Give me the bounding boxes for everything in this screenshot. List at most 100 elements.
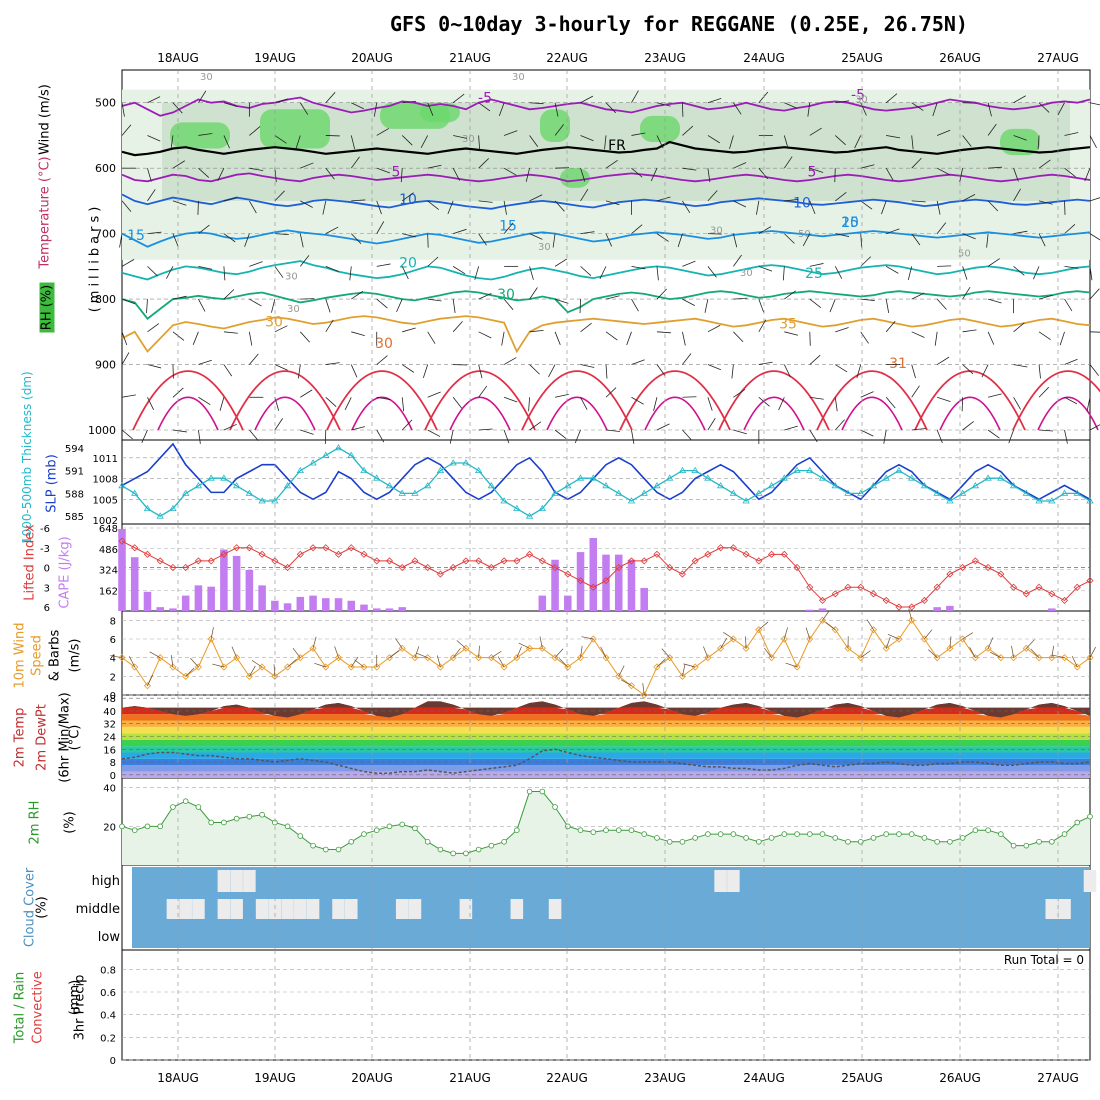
- wind-barb: [198, 224, 210, 234]
- wind-barb: [962, 329, 977, 333]
- rh-marker: [806, 831, 813, 837]
- wind-barb: [707, 98, 722, 104]
- wind-barb: [1038, 159, 1051, 169]
- thickness-marker: [1022, 489, 1031, 496]
- wind-barb: [299, 102, 309, 115]
- wind-barb: [351, 331, 365, 337]
- thickness-marker: [844, 489, 852, 496]
- wind-barb: [656, 331, 671, 334]
- wind-barb: [1013, 230, 1028, 235]
- rh-marker: [1023, 842, 1030, 849]
- temp-tick-label: 48: [103, 694, 116, 705]
- wind-barb: [325, 265, 339, 272]
- date-label-top: 18AUG: [157, 51, 199, 65]
- thickness-marker: [831, 482, 839, 489]
- wind-barb: [376, 128, 390, 136]
- wind-speed-marker: [500, 663, 508, 671]
- rh-marker: [857, 838, 864, 845]
- temp-color-band: [122, 752, 1090, 759]
- cape-tick-label: 162: [99, 586, 118, 597]
- temp2m-label-1: 2m Temp: [12, 707, 28, 768]
- wind-barb: [401, 192, 414, 202]
- thickness-marker: [232, 482, 241, 489]
- wind-barb: [1057, 102, 1065, 116]
- cloud-mid-gap: [332, 899, 345, 919]
- thickness-marker: [729, 489, 738, 496]
- wind-barb: [172, 295, 187, 300]
- wind-speed-marker: [602, 654, 610, 662]
- surface-wind-barb: [620, 679, 632, 686]
- cape-bar: [232, 555, 241, 611]
- thickness-marker: [322, 451, 330, 458]
- rh-marker: [259, 811, 265, 818]
- wind-barb: [580, 188, 589, 202]
- thickness-marker: [806, 466, 814, 473]
- slp-tick-label: 1005: [93, 495, 118, 506]
- wind-barb: [860, 298, 875, 301]
- surface-wind-barb: [885, 636, 891, 649]
- wind-barb: [1038, 102, 1050, 113]
- rh-marker: [730, 831, 737, 837]
- wind-barb: [1013, 95, 1026, 104]
- li-tick-label: -6: [40, 524, 50, 535]
- wind-barb: [297, 364, 301, 379]
- wind-barb: [420, 135, 429, 149]
- surface-wind-barb: [683, 663, 696, 668]
- panel-frame-precip: [121, 949, 1091, 1061]
- wind-barb: [631, 429, 635, 444]
- wind-barb: [987, 331, 995, 345]
- cape-bar: [169, 608, 177, 611]
- wind-barb: [376, 263, 391, 267]
- rh-marker: [615, 827, 622, 833]
- wind-barb: [962, 266, 968, 280]
- li-marker: [627, 557, 636, 565]
- wind-barb: [758, 91, 769, 103]
- wind-barb: [525, 168, 530, 182]
- li-marker: [143, 550, 152, 558]
- slp-label: SLP (mb): [44, 454, 60, 513]
- wind-barb: [478, 428, 493, 431]
- wind-barb: [529, 364, 540, 375]
- cape-bar: [322, 598, 330, 611]
- rh-marker: [947, 838, 953, 845]
- rh-marker: [641, 831, 648, 837]
- wind-barb: [474, 266, 480, 280]
- hot-isotherm-arc-inner: [939, 396, 1001, 431]
- li-marker: [1060, 596, 1069, 604]
- isotherm-label: 30: [497, 287, 515, 303]
- wind-speed-marker: [984, 644, 992, 652]
- cape-tick-label: 486: [99, 545, 118, 556]
- thickness-line: [121, 447, 1091, 517]
- li-marker: [475, 557, 483, 565]
- wind-barb: [172, 233, 179, 247]
- thickness-marker: [615, 489, 623, 496]
- li-marker: [245, 544, 253, 552]
- wind-barb: [707, 364, 722, 371]
- rh-marker: [157, 823, 164, 830]
- li-marker: [156, 557, 164, 565]
- wind-barb: [829, 298, 836, 313]
- li-marker: [920, 596, 928, 604]
- wind-barb: [554, 298, 569, 304]
- rh-marker: [373, 827, 380, 833]
- wind-barb: [219, 397, 225, 411]
- wind-speed-marker: [1060, 654, 1069, 662]
- rh-marker: [1048, 838, 1055, 845]
- cloud-mid-gap: [408, 899, 422, 919]
- wind-barb: [733, 162, 747, 169]
- wind-barb: [325, 319, 334, 333]
- rh-marker: [603, 827, 609, 833]
- wind-barb: [987, 258, 1000, 267]
- wind-barb: [605, 200, 620, 206]
- rh-marker: [832, 835, 839, 841]
- rh-contour-label: 50: [798, 229, 811, 240]
- wind-barb: [1064, 132, 1079, 136]
- wind-barb: [452, 266, 466, 275]
- wind-barb: [554, 200, 565, 212]
- wind-barb: [656, 135, 664, 149]
- rh-marker: [896, 831, 902, 837]
- wind-barb: [707, 397, 713, 411]
- wind-barb: [300, 255, 310, 267]
- surface-wind-barb: [287, 658, 297, 668]
- rh-marker: [539, 788, 546, 795]
